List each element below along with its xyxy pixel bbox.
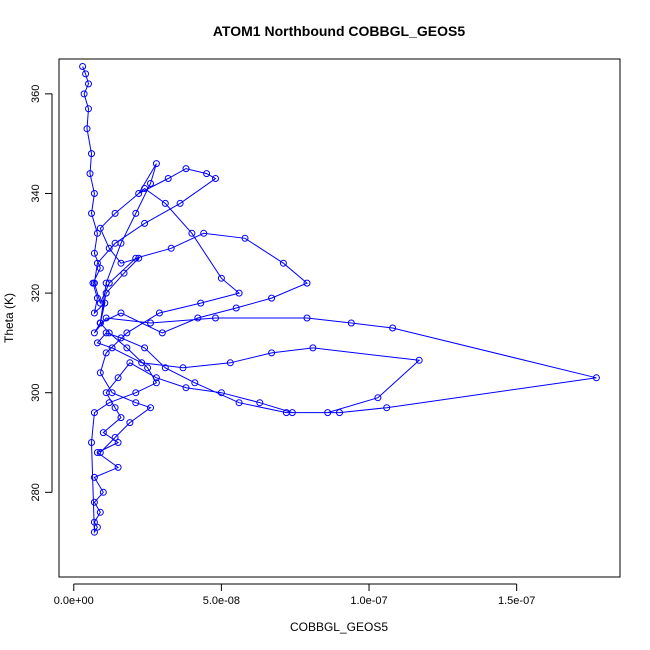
y-tick-label: 340	[30, 184, 42, 202]
x-tick-label: 5.0e-08	[203, 595, 240, 607]
chart-title: ATOM1 Northbound COBBGL_GEOS5	[213, 23, 465, 39]
y-tick-label: 280	[30, 483, 42, 501]
y-tick-label: 320	[30, 284, 42, 302]
y-tick-label: 360	[30, 85, 42, 103]
x-tick-label: 1.5e-07	[498, 595, 535, 607]
x-tick-label: 1.0e-07	[350, 595, 387, 607]
y-tick-label: 300	[30, 384, 42, 402]
x-axis-label: COBBGL_GEOS5	[290, 620, 388, 634]
x-tick-label: 0.0e+00	[54, 595, 94, 607]
y-axis-label: Theta (K)	[2, 293, 16, 343]
